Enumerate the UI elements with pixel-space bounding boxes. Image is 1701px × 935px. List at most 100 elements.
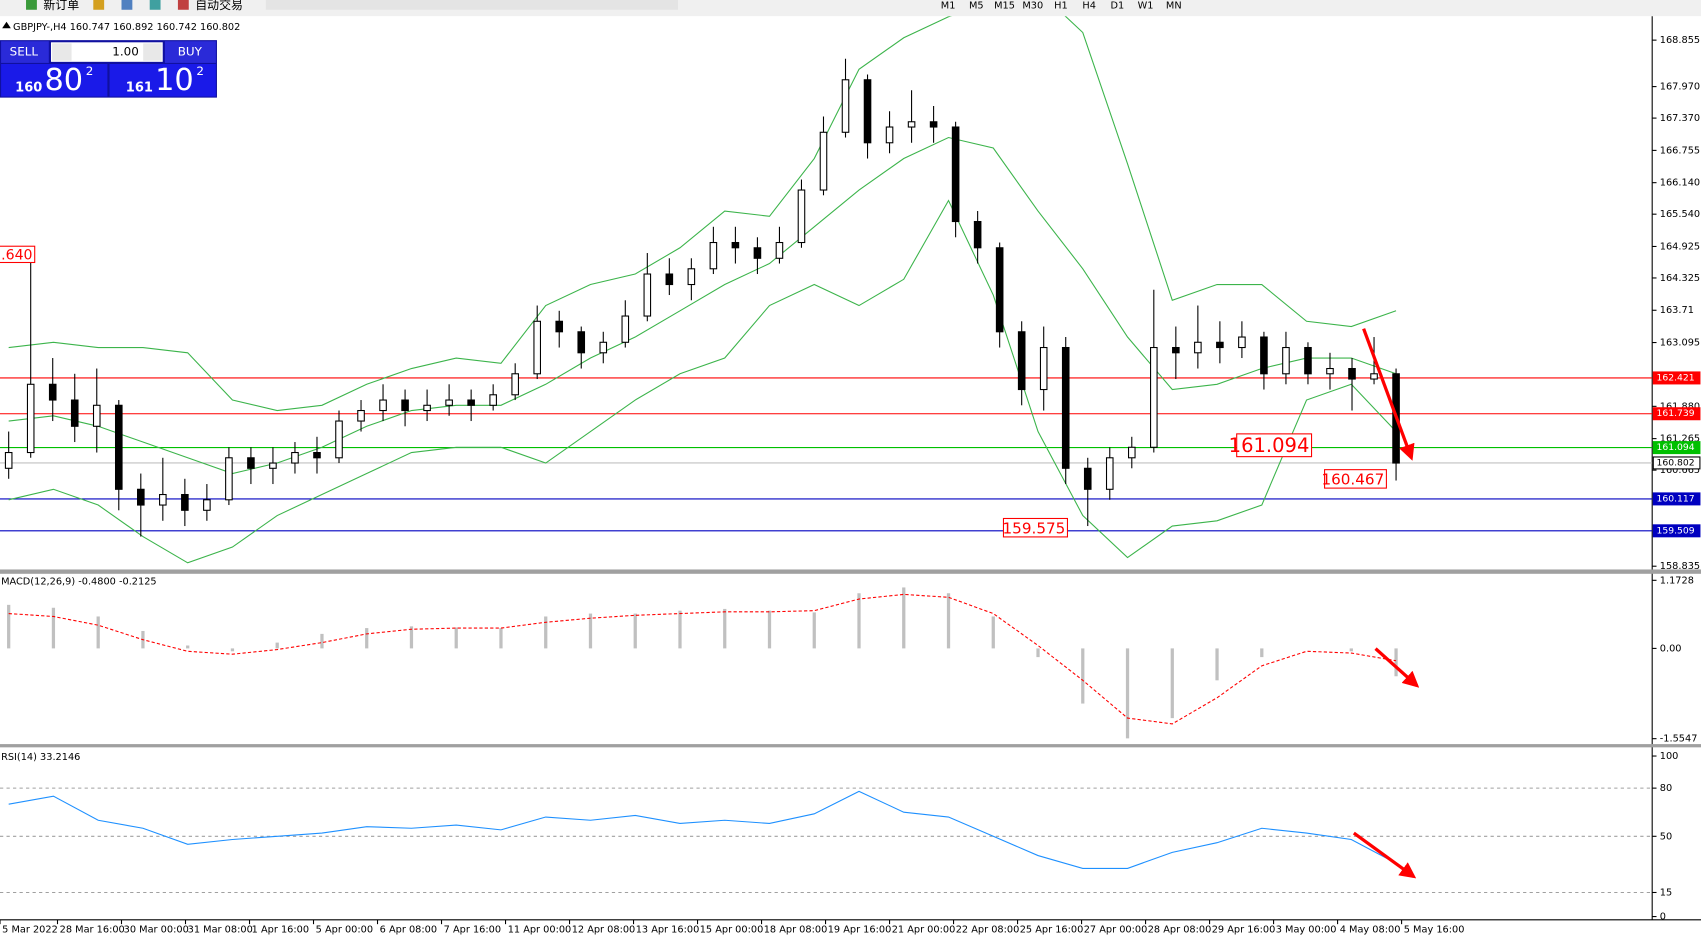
indicator-title: MACD(12,26,9) -0.4800 -0.2125	[1, 576, 157, 587]
spin-up[interactable]	[143, 43, 162, 61]
annotation: .640	[1, 247, 32, 263]
icon[interactable]	[93, 0, 105, 10]
candle-body	[1083, 467, 1092, 490]
candle-body	[995, 247, 1004, 333]
macd-tick-label: 1.1728	[1660, 575, 1694, 586]
rsi-line	[8, 790, 1397, 869]
candle-body	[1282, 346, 1290, 375]
timeframe-button[interactable]: W1	[1138, 0, 1154, 11]
rsi-tick-label: 50	[1660, 831, 1672, 842]
price-tick-label: 158.835	[1660, 561, 1700, 572]
candle-body	[1017, 331, 1026, 391]
level-label: 162.421	[1657, 372, 1695, 383]
annotation-box	[1236, 433, 1313, 458]
candle-body	[951, 126, 960, 223]
price-tick-label: 161.880	[1660, 401, 1700, 412]
sell-price-box[interactable]	[1, 63, 108, 97]
buy-button[interactable]	[164, 41, 216, 63]
candle-body	[423, 404, 431, 412]
price-big: 160	[15, 80, 42, 95]
price-tick-label: 168.855	[1660, 35, 1700, 46]
macd-tick-label: -1.5547	[1660, 734, 1698, 745]
spin-down[interactable]	[52, 43, 72, 61]
sell-label: SELL	[10, 45, 39, 59]
level-label-box	[1652, 524, 1701, 538]
candle-body	[1194, 341, 1202, 354]
chart-window	[0, 16, 1701, 920]
bollinger-middle	[8, 136, 1397, 475]
level-labels: 162.421 161.739 161.094 160.802 160.117 159.5…	[1652, 371, 1701, 538]
candle-body	[291, 451, 299, 464]
sell-button[interactable]	[1, 41, 49, 63]
pane-separator	[0, 569, 1701, 574]
candle-body	[1216, 341, 1224, 349]
candle-body	[379, 399, 387, 412]
level-label: 159.509	[1657, 525, 1695, 536]
timeframe-button[interactable]: MN	[1166, 0, 1182, 11]
timeframe-button[interactable]: M1	[941, 0, 956, 11]
annotations: .640 161.094 160.467 159.575	[0, 245, 1387, 538]
timeframe-button[interactable]: H1	[1054, 0, 1068, 11]
candle-body	[357, 409, 365, 422]
timeframe-button[interactable]: M5	[969, 0, 984, 11]
icon[interactable]	[26, 0, 37, 10]
price-tick-label: 163.71	[1660, 305, 1694, 316]
toolbar-button[interactable]: 新订单	[43, 0, 79, 12]
candle-body	[1238, 336, 1246, 349]
price-tick-label: 167.970	[1660, 82, 1700, 93]
date-label: 5 May 16:00	[1404, 925, 1465, 935]
candle-body	[863, 79, 872, 144]
timeframe-button[interactable]: H4	[1082, 0, 1096, 11]
candle-body	[1370, 373, 1378, 380]
candle-body	[819, 131, 828, 191]
candle-body	[1127, 446, 1136, 459]
level-label-box	[1652, 407, 1701, 421]
indicator-title: RSI(14) 33.2146	[1, 752, 80, 763]
candle-body	[335, 420, 343, 459]
price-tick-label: 160.665	[1660, 465, 1700, 476]
candle-body	[731, 241, 740, 249]
level-label-box	[1652, 492, 1701, 506]
candle-body	[621, 315, 630, 343]
icon[interactable]	[121, 0, 133, 10]
icon[interactable]	[149, 0, 161, 10]
candle-body	[445, 399, 453, 406]
level-label: 160.117	[1657, 493, 1695, 504]
candle-body	[643, 273, 652, 317]
timeframe-button[interactable]: D1	[1111, 0, 1125, 11]
arrow	[1362, 328, 1415, 461]
date-label: 1 Apr 16:00	[252, 925, 309, 935]
rsi-tick-label: 80	[1660, 783, 1672, 794]
lots-field[interactable]	[50, 42, 163, 62]
date-label: 28 Mar 16:00	[60, 925, 125, 935]
date-label: 31 Mar 08:00	[188, 925, 253, 935]
date-label: 30 Mar 00:00	[124, 925, 189, 935]
rsi-tick-label: 100	[1660, 751, 1679, 762]
date-label: 22 Apr 08:00	[956, 925, 1020, 935]
date-label: 3 May 00:00	[1276, 925, 1337, 935]
candle-body	[511, 373, 519, 396]
candle-body	[489, 394, 497, 406]
candle-body	[929, 121, 938, 128]
icon[interactable]	[177, 0, 189, 10]
tool-icons[interactable]	[265, 0, 679, 10]
rsi-tick-label: 15	[1660, 887, 1672, 898]
level-label: 161.739	[1657, 408, 1695, 419]
timeframe-button[interactable]: M30	[1022, 0, 1043, 11]
candle-body	[26, 383, 35, 454]
level-label: 161.094	[1657, 442, 1695, 453]
level-label-box	[1652, 441, 1701, 455]
macd-tick-label: 0.00	[1660, 643, 1682, 654]
timeframe-button[interactable]: M15	[994, 0, 1015, 11]
candle-body	[687, 268, 696, 286]
toolbar-button[interactable]: 自动交易	[195, 0, 243, 12]
price-tick-label: 165.540	[1660, 209, 1700, 220]
buy-price-box[interactable]	[109, 63, 216, 97]
trade-panel: SELL 1.00 BUY 160 80 2 161 10 2	[0, 40, 217, 98]
candle-body	[775, 241, 784, 259]
candle-body	[1326, 367, 1334, 375]
date-label: 18 Apr 08:00	[764, 925, 828, 935]
